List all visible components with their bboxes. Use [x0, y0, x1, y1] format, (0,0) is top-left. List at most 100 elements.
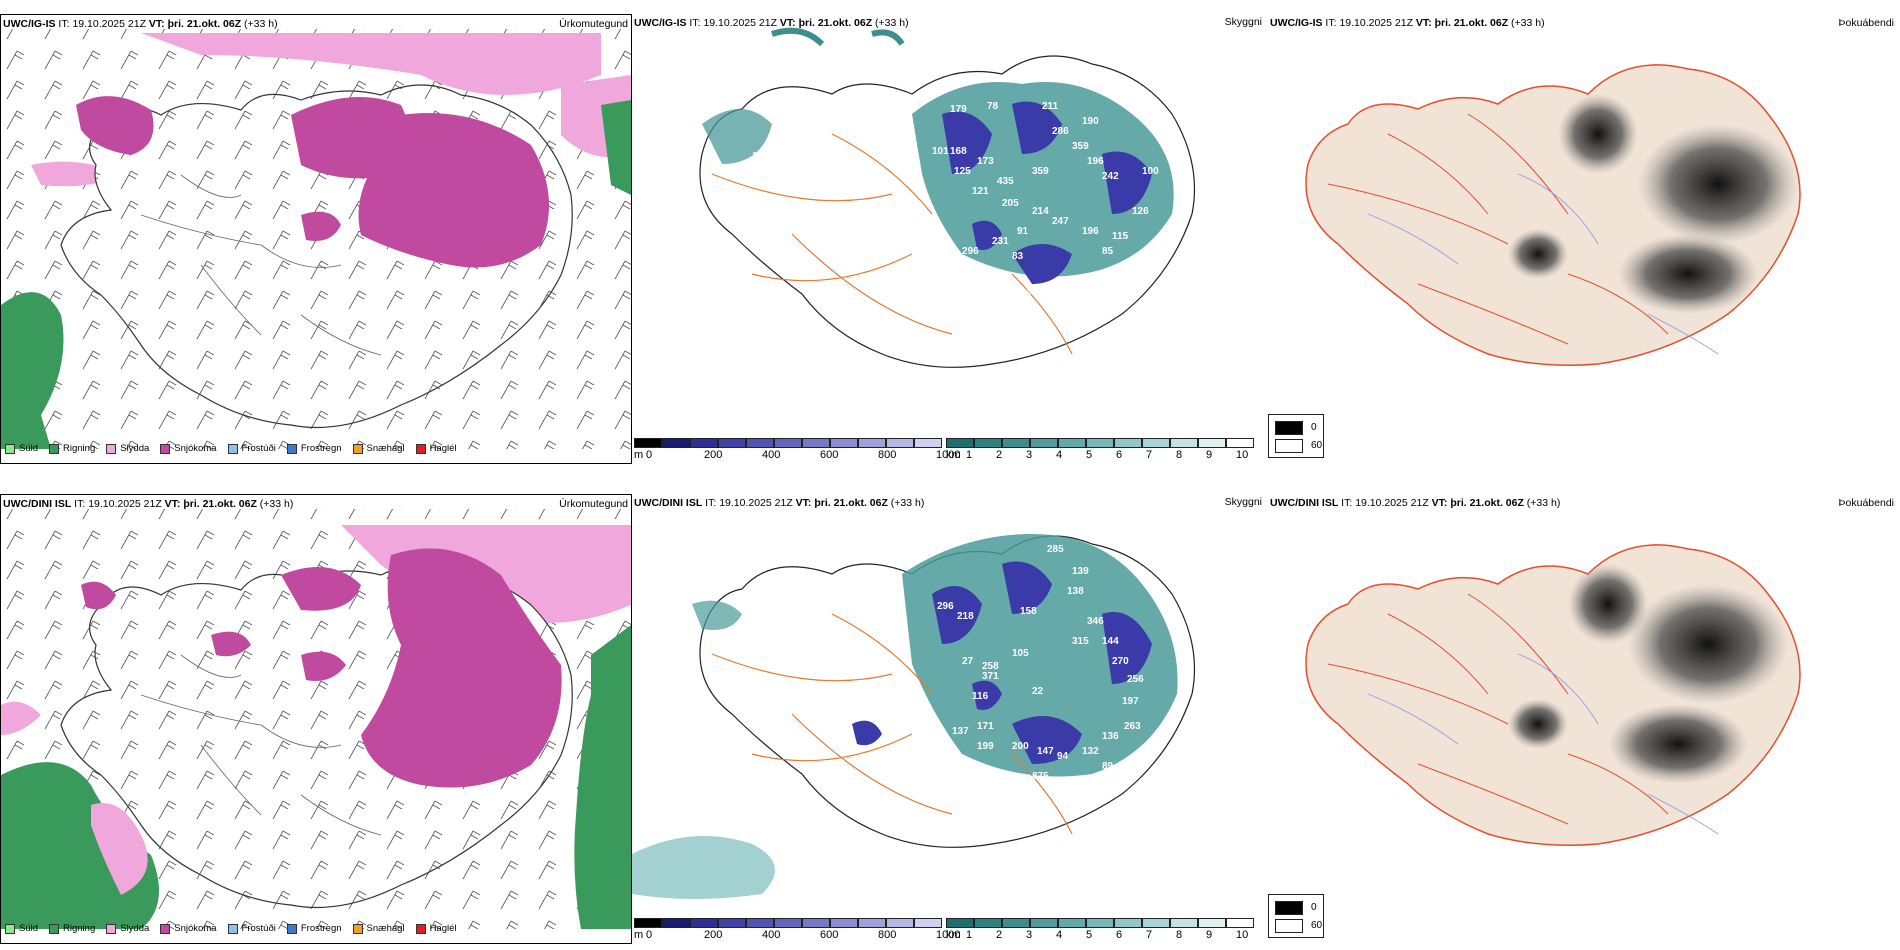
- legend-item: Slydda: [106, 443, 149, 454]
- snow-depth-label: 100: [1142, 166, 1159, 177]
- snow-depth-label: 359: [1072, 141, 1089, 152]
- fog-legend-1: 0 60: [1268, 414, 1324, 458]
- colorbar-segment: [1030, 918, 1058, 928]
- visibility-unit-1: km: [946, 449, 961, 461]
- colorbar-segment: [974, 438, 1002, 448]
- snow-depth-label: 218: [957, 611, 974, 622]
- depth-unit-2: m: [634, 929, 644, 941]
- snow-depth-label: 247: [1052, 216, 1069, 227]
- snow-depth-label: 118: [1057, 306, 1074, 317]
- legend-item: Súld: [5, 443, 38, 454]
- snow-depth-label: 435: [997, 176, 1014, 187]
- snow-depth-colorbar-1: [634, 438, 942, 448]
- snow-depth-label: 122: [1117, 268, 1134, 279]
- panel-title-visibility-1: Skyggni: [1224, 16, 1262, 28]
- colorbar-segment: [974, 918, 1002, 928]
- panel-header-1c: UWC/IG-IS IT: 19.10.2025 21Z VT: þri. 21…: [1270, 17, 1545, 29]
- snow-depth-label: 89: [1102, 761, 1114, 772]
- legend-swatch: [5, 923, 15, 934]
- colorbar-tick-label: 400: [762, 449, 781, 461]
- colorbar-tick-label: 10: [1236, 449, 1249, 461]
- snow-depth-label: 214: [1032, 206, 1049, 217]
- panel-header-2c: UWC/DINI ISL IT: 19.10.2025 21Z VT: þri.…: [1270, 497, 1561, 509]
- colorbar-segment: [802, 438, 830, 448]
- fog-legend-swatch: [1275, 439, 1303, 453]
- fog-legend-swatch: [1275, 919, 1303, 933]
- legend-item: Súld: [5, 923, 38, 934]
- colorbar-segment: [718, 438, 746, 448]
- snow-depth-label: 307: [740, 174, 757, 185]
- colorbar-segment: [1002, 438, 1030, 448]
- depth-unit-1: m: [634, 449, 644, 461]
- fog-panel-2: UWC/DINI ISL IT: 19.10.2025 21Z VT: þri.…: [1268, 494, 1900, 944]
- visibility-panel-1: UWC/IG-IS IT: 19.10.2025 21Z VT: þri. 21…: [632, 14, 1268, 464]
- snow-depth-label: 132: [1082, 746, 1099, 757]
- colorbar-tick-label: 2: [996, 929, 1003, 941]
- legend-swatch: [5, 443, 15, 454]
- legend-swatch: [160, 923, 171, 934]
- legend-item: Haglél: [415, 923, 457, 934]
- colorbar-tick-label: 4: [1056, 449, 1063, 461]
- colorbar-segment: [830, 438, 858, 448]
- precip-legend-1: Súld Rigning Slydda Snjókoma Frostúði Fr…: [5, 443, 468, 454]
- colorbar-segment: [914, 438, 942, 448]
- colorbar-tick-label: 0: [646, 449, 653, 461]
- colorbar-segment: [1226, 918, 1254, 928]
- precip-legend-2: Súld Rigning Slydda Snjókoma Frostúði Fr…: [5, 923, 468, 934]
- colorbar-tick-label: 600: [820, 449, 839, 461]
- colorbar-tick-label: 800: [878, 929, 897, 941]
- snow-depth-label: 78: [987, 101, 999, 112]
- colorbar-segment: [1002, 918, 1030, 928]
- snow-depth-label: 263: [1124, 721, 1141, 732]
- fog-legend-swatch: [1275, 901, 1303, 915]
- legend-item: Frostúði: [227, 443, 276, 454]
- fog-legend-label: 0: [1311, 422, 1317, 433]
- panel-title-visibility-2: Skyggni: [1224, 496, 1262, 508]
- legend-swatch: [227, 443, 238, 454]
- colorbar-segment: [1142, 918, 1170, 928]
- snow-depth-label: 171: [977, 721, 994, 732]
- snow-depth-label: 168: [950, 146, 967, 157]
- colorbar-segment: [946, 918, 974, 928]
- colorbar-segment: [914, 918, 942, 928]
- fog-legend-label: 60: [1311, 920, 1323, 931]
- legend-item: Frostregn: [286, 923, 342, 934]
- snow-depth-label: 22: [1032, 686, 1044, 697]
- panel-header-1a: UWC/IG-IS IT: 19.10.2025 21Z VT: þri. 21…: [3, 18, 278, 30]
- snow-depth-label: 256: [1127, 674, 1144, 685]
- legend-swatch: [106, 443, 117, 454]
- legend-swatch: [352, 923, 363, 934]
- legend-item: Frostúði: [227, 923, 276, 934]
- legend-swatch: [286, 443, 297, 454]
- colorbar-segment: [1170, 918, 1198, 928]
- legend-item: Snjókoma: [160, 443, 217, 454]
- visibility-colorbar-1: [946, 438, 1254, 448]
- snow-depth-label: 101: [932, 146, 949, 157]
- colorbar-segment: [1170, 438, 1198, 448]
- colorbar-segment: [662, 918, 690, 928]
- colorbar-segment: [858, 918, 886, 928]
- legend-swatch: [227, 923, 238, 934]
- snow-depth-label: 612: [997, 781, 1014, 792]
- fog-legend-label: 60: [1311, 440, 1323, 451]
- fog-map-1: [1305, 64, 1801, 366]
- legend-swatch: [415, 443, 426, 454]
- snow-depth-label: 105: [1012, 648, 1029, 659]
- legend-item: Snæhagl: [352, 443, 405, 454]
- colorbar-tick-label: 10: [1236, 929, 1249, 941]
- snow-depth-label: 137: [952, 726, 969, 737]
- snow-depth-label: 371: [982, 671, 999, 682]
- snow-depth-label: 231: [992, 236, 1009, 247]
- snow-depth-label: 296: [962, 246, 979, 257]
- colorbar-tick-label: 6: [1116, 929, 1123, 941]
- panel-title-fog-2: Þokuábendi: [1838, 497, 1894, 509]
- colorbar-segment: [746, 438, 774, 448]
- snow-depth-label: 126: [1042, 291, 1059, 302]
- legend-item: Snæhagl: [352, 923, 405, 934]
- colorbar-tick-label: 7: [1146, 929, 1153, 941]
- snow-depth-label: 315: [1072, 636, 1089, 647]
- colorbar-segment: [1030, 438, 1058, 448]
